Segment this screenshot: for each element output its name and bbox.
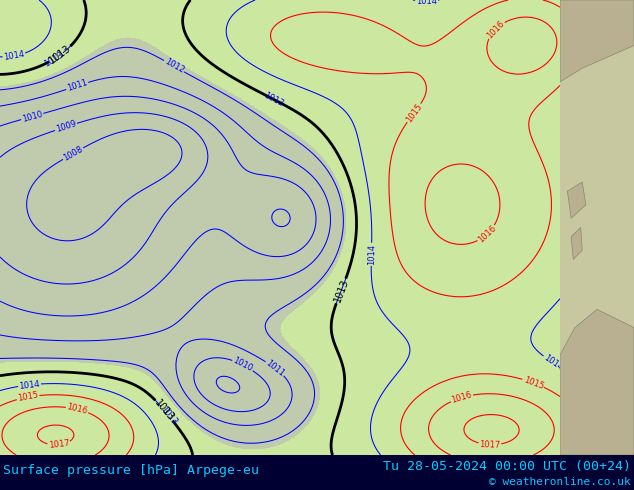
Text: 1015: 1015 <box>522 375 545 391</box>
Text: 1015: 1015 <box>404 102 424 124</box>
Text: 1009: 1009 <box>55 119 77 134</box>
Text: 1016: 1016 <box>66 402 89 416</box>
Text: 1013: 1013 <box>152 398 176 423</box>
Text: 1014: 1014 <box>542 353 564 372</box>
Text: 1017: 1017 <box>479 440 501 450</box>
Polygon shape <box>571 227 582 259</box>
Text: 1014: 1014 <box>3 50 25 62</box>
Text: 1014: 1014 <box>366 244 376 265</box>
Text: 1013: 1013 <box>158 404 179 426</box>
Text: 1016: 1016 <box>450 390 473 405</box>
Text: 1011: 1011 <box>66 78 89 94</box>
Text: Surface pressure [hPa] Arpege-eu: Surface pressure [hPa] Arpege-eu <box>3 464 259 477</box>
Text: Tu 28-05-2024 00:00 UTC (00+24): Tu 28-05-2024 00:00 UTC (00+24) <box>383 460 631 473</box>
Text: 1017: 1017 <box>48 439 70 450</box>
Text: 1014: 1014 <box>416 0 437 5</box>
Text: 1013: 1013 <box>42 50 65 69</box>
Text: 1014: 1014 <box>18 379 41 391</box>
Polygon shape <box>560 0 634 82</box>
Text: 1012: 1012 <box>163 57 185 75</box>
Polygon shape <box>567 182 586 219</box>
Text: 1016: 1016 <box>485 19 506 40</box>
Text: 1010: 1010 <box>21 109 44 123</box>
Text: 1011: 1011 <box>264 358 286 378</box>
Text: 1013: 1013 <box>262 91 285 108</box>
Text: 1015: 1015 <box>17 391 39 403</box>
Text: 1010: 1010 <box>231 356 254 374</box>
Text: 1008: 1008 <box>61 145 84 163</box>
Text: © weatheronline.co.uk: © weatheronline.co.uk <box>489 477 631 487</box>
Text: 1013: 1013 <box>332 278 350 304</box>
Text: 1013: 1013 <box>48 44 73 66</box>
Polygon shape <box>560 309 634 455</box>
Text: 1016: 1016 <box>476 223 498 245</box>
